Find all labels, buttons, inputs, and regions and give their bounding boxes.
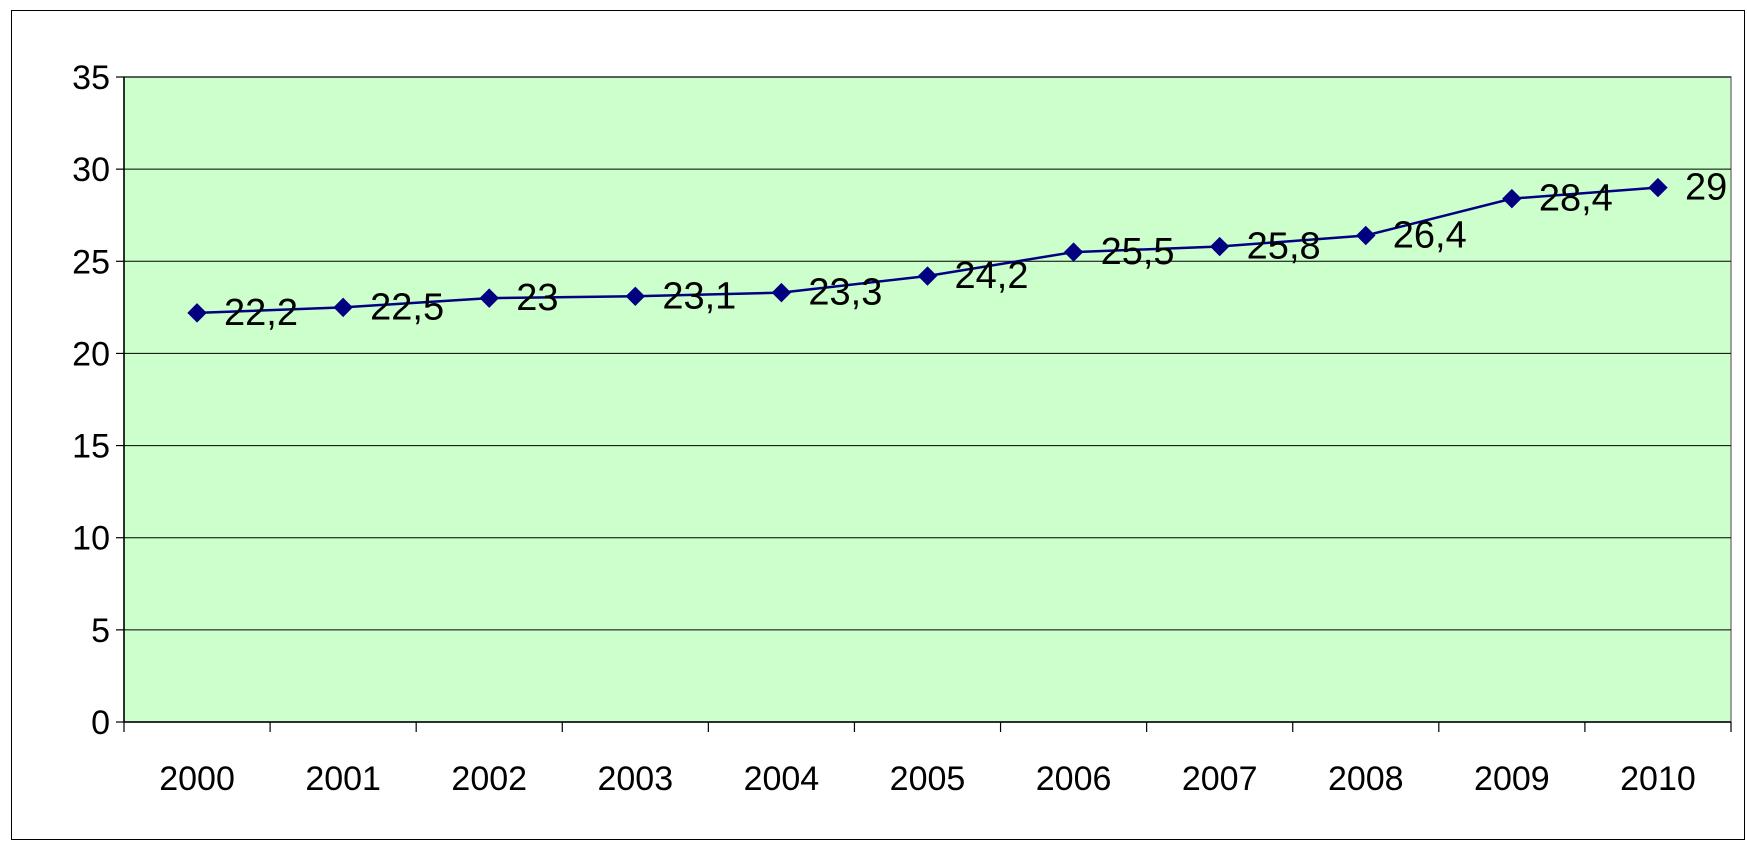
data-label: 23,3 <box>808 272 882 314</box>
data-label: 22,5 <box>370 286 444 328</box>
x-tick-label: 2010 <box>1620 760 1696 798</box>
data-point-marker <box>1356 225 1376 246</box>
y-tick-label: 15 <box>72 428 110 466</box>
y-tick-label: 10 <box>72 520 110 558</box>
x-tick-label: 2001 <box>305 760 381 798</box>
x-tick-label: 2002 <box>451 760 527 798</box>
data-point-marker <box>771 282 792 303</box>
x-tick-label: 2007 <box>1182 760 1258 798</box>
x-tick-label: 2009 <box>1474 760 1550 798</box>
axes <box>116 76 1732 732</box>
data-point-marker <box>479 288 499 308</box>
data-label: 28,4 <box>1539 178 1613 220</box>
x-tick-label: 2008 <box>1328 760 1404 798</box>
y-tick-label: 5 <box>91 612 110 650</box>
x-tick-label: 2005 <box>890 760 966 798</box>
y-tick-label: 20 <box>72 335 110 373</box>
x-tick-label: 2003 <box>597 760 673 798</box>
data-label: 24,2 <box>955 255 1029 297</box>
data-point-marker <box>333 297 353 318</box>
y-tick-label: 0 <box>91 704 110 742</box>
x-axis-tick-labels: 2000 2001 2002 2003 2004 2005 2006 2007 2008 2009… <box>159 760 1696 798</box>
data-point-marker <box>625 286 646 307</box>
y-tick-label: 35 <box>72 59 110 97</box>
data-point-marker <box>187 303 207 323</box>
plot-area <box>123 76 1732 723</box>
x-tick-label: 2006 <box>1036 760 1112 798</box>
data-point-marker <box>1502 188 1522 209</box>
y-axis-tick-labels: 0 5 10 15 20 25 30 35 <box>72 59 110 742</box>
data-label: 22,2 <box>224 292 298 334</box>
y-tick-label: 25 <box>72 243 110 281</box>
data-label: 23 <box>516 277 558 319</box>
data-label: 23,1 <box>662 275 736 317</box>
data-label: 25,5 <box>1101 231 1175 273</box>
data-point-marker <box>1063 242 1084 262</box>
data-markers <box>187 177 1668 323</box>
data-point-marker <box>1648 177 1668 198</box>
data-point-marker <box>1209 236 1230 257</box>
y-tick-label: 30 <box>72 151 110 189</box>
data-point-marker <box>917 266 938 286</box>
x-tick-label: 2000 <box>159 760 235 798</box>
data-label: 29 <box>1685 167 1727 209</box>
data-labels: 22,2 22,5 23 23,1 23,3 24,2 25,5 25,8 26,4 28,4 29 <box>224 167 1727 334</box>
gridlines <box>124 76 1731 631</box>
x-tick-label: 2004 <box>744 760 820 798</box>
data-label: 26,4 <box>1393 214 1467 256</box>
data-label: 25,8 <box>1247 226 1321 268</box>
